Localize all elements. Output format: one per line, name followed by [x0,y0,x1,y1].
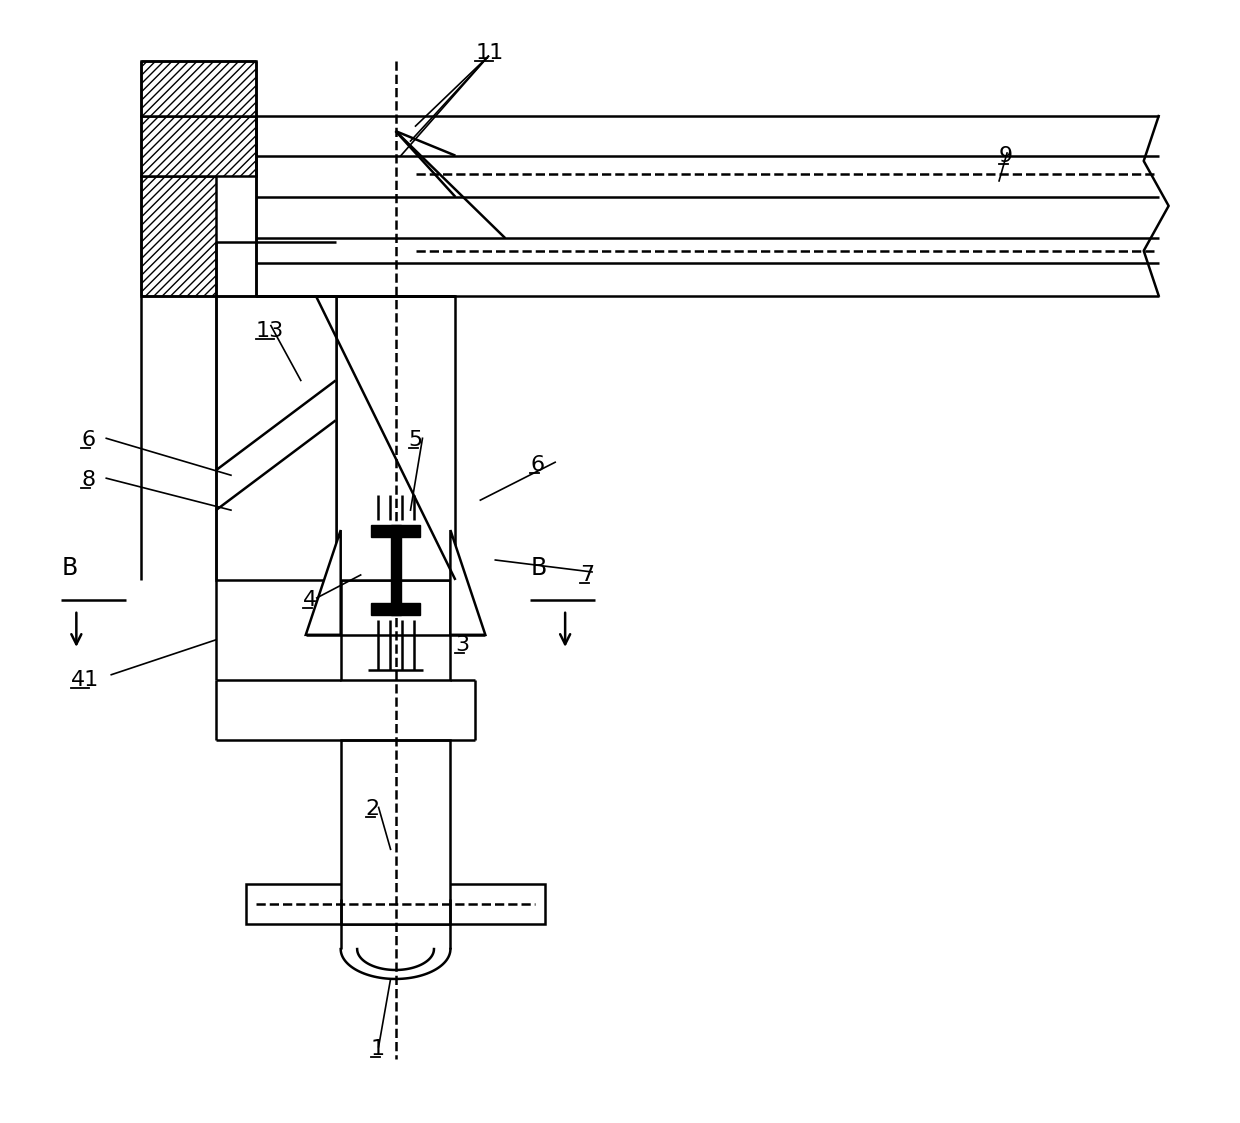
Bar [336,295,455,579]
Text: 6: 6 [531,455,544,475]
Text: 5: 5 [408,430,423,450]
Bar [371,526,420,537]
Bar [216,295,336,579]
Text: B: B [62,556,78,579]
Polygon shape [306,530,341,634]
Text: 8: 8 [82,471,95,491]
Polygon shape [450,530,485,634]
Bar [371,603,420,615]
Text: 2: 2 [366,800,379,820]
Bar [246,884,546,924]
Bar [141,116,255,176]
Text: B: B [531,556,547,579]
Bar [391,526,401,615]
Bar [141,62,255,116]
Text: 7: 7 [580,565,594,585]
Bar [341,579,450,679]
Text: 1: 1 [371,1039,384,1059]
Text: 3: 3 [455,634,470,655]
Text: 11: 11 [475,44,503,63]
Text: 41: 41 [72,669,99,690]
Text: 9: 9 [999,146,1013,166]
Bar [341,740,450,924]
Text: 4: 4 [303,590,317,610]
Text: 13: 13 [255,320,284,340]
Bar [141,176,216,295]
Text: 6: 6 [82,430,95,450]
